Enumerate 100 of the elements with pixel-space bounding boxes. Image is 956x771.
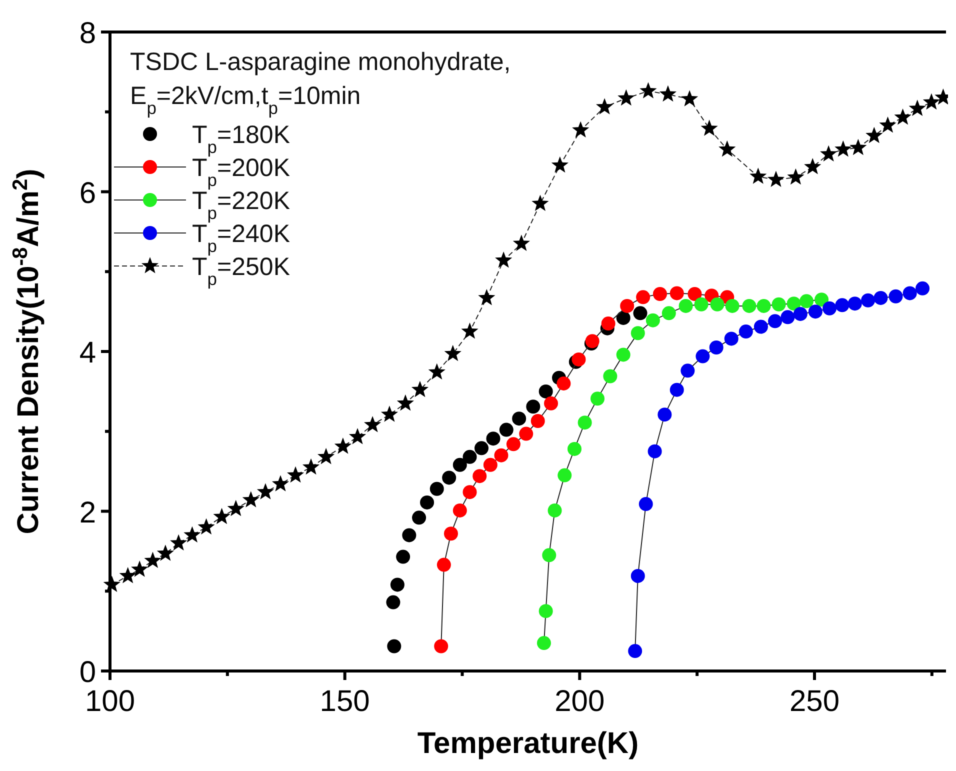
point xyxy=(590,392,605,406)
point xyxy=(364,416,382,432)
point xyxy=(646,313,660,328)
point xyxy=(434,639,448,654)
point xyxy=(680,364,695,378)
point xyxy=(724,332,738,346)
point xyxy=(530,414,545,428)
legend-label: T$_{p}$=250K xyxy=(192,253,290,289)
point xyxy=(472,469,487,484)
point xyxy=(483,458,498,472)
point xyxy=(620,298,634,313)
point xyxy=(551,156,568,173)
point xyxy=(494,448,508,462)
legend-label: T$_{p}$=220K xyxy=(192,187,290,223)
x-tick-label: 200 xyxy=(554,685,605,718)
y-tick-label: 4 xyxy=(79,336,96,370)
point xyxy=(659,85,677,102)
point xyxy=(542,548,556,562)
point xyxy=(848,296,862,311)
point xyxy=(616,310,630,325)
point xyxy=(302,458,320,475)
point xyxy=(616,348,630,362)
point xyxy=(380,406,398,422)
point xyxy=(742,298,756,313)
point xyxy=(538,384,553,398)
point xyxy=(738,324,753,339)
point xyxy=(506,437,520,452)
point xyxy=(119,566,136,584)
point xyxy=(786,296,801,311)
point xyxy=(648,444,662,458)
point xyxy=(750,168,767,184)
point xyxy=(556,376,571,390)
point xyxy=(603,369,618,384)
point xyxy=(670,286,684,300)
point xyxy=(499,422,514,437)
point xyxy=(633,306,648,320)
point xyxy=(462,450,477,464)
point xyxy=(662,306,676,320)
annotation: TSDC L-asparagine monohydrate, xyxy=(130,48,511,76)
point xyxy=(767,170,785,188)
point xyxy=(442,470,456,485)
point xyxy=(908,100,926,116)
point xyxy=(630,326,645,340)
point xyxy=(601,316,616,331)
point xyxy=(519,426,534,441)
point xyxy=(894,108,912,125)
point xyxy=(696,349,710,364)
point xyxy=(585,334,600,348)
point xyxy=(512,234,530,251)
legend-label: T$_{p}$=240K xyxy=(192,220,290,256)
point xyxy=(532,194,549,212)
point xyxy=(452,503,467,518)
point xyxy=(596,98,614,114)
y-tick-label: 6 xyxy=(79,176,96,210)
point xyxy=(512,412,526,426)
point xyxy=(861,293,876,308)
point xyxy=(835,298,850,312)
point xyxy=(772,297,786,312)
point xyxy=(144,552,162,568)
point xyxy=(756,298,771,313)
point xyxy=(387,639,402,654)
y-tick-label: 8 xyxy=(79,17,96,50)
point xyxy=(444,526,458,541)
point xyxy=(800,294,814,308)
point xyxy=(694,297,708,312)
point xyxy=(787,168,804,185)
point xyxy=(430,482,444,496)
point xyxy=(536,636,551,650)
point xyxy=(386,595,400,610)
point xyxy=(558,468,572,482)
point xyxy=(213,508,230,524)
point xyxy=(412,510,426,525)
point xyxy=(444,344,462,362)
point xyxy=(700,120,718,136)
point xyxy=(544,396,558,410)
point xyxy=(548,503,562,518)
x-tick-label: 150 xyxy=(320,685,370,718)
point xyxy=(348,428,366,444)
point xyxy=(272,475,290,492)
point xyxy=(411,380,429,398)
point xyxy=(916,281,930,296)
point xyxy=(396,394,414,411)
point xyxy=(808,304,822,319)
point xyxy=(402,528,416,542)
point xyxy=(428,363,446,380)
point xyxy=(572,352,586,366)
point xyxy=(396,550,410,564)
point xyxy=(478,288,496,306)
point xyxy=(850,138,867,156)
annotation: E$_{p}$=2kV/cm,t$_{p}$=10min xyxy=(130,82,361,118)
point xyxy=(495,251,512,268)
point xyxy=(317,448,335,464)
point xyxy=(452,458,467,472)
point xyxy=(768,314,782,328)
point xyxy=(879,116,896,133)
point xyxy=(922,93,940,110)
point xyxy=(618,89,635,106)
point xyxy=(461,322,478,339)
point xyxy=(462,485,477,500)
point xyxy=(640,82,657,98)
